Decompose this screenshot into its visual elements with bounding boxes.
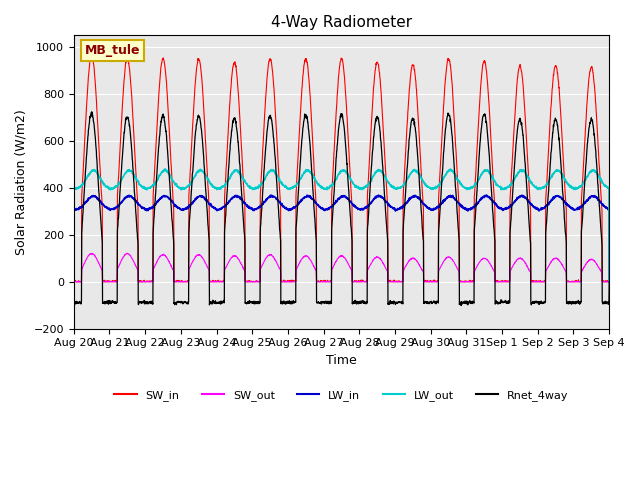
Line: LW_in: LW_in xyxy=(74,195,609,282)
Rnet_4way xyxy=(605,279,613,285)
SW_in xyxy=(497,279,505,285)
Rnet_4way xyxy=(497,299,505,305)
Text: MB_tule: MB_tule xyxy=(84,44,140,57)
SW_in xyxy=(369,96,377,102)
SW_in xyxy=(220,278,227,284)
SW_out xyxy=(124,251,131,256)
Legend: SW_in, SW_out, LW_in, LW_out, Rnet_4way: SW_in, SW_out, LW_in, LW_out, Rnet_4way xyxy=(110,385,573,405)
Rnet_4way xyxy=(357,299,365,305)
Rnet_4way xyxy=(369,148,376,154)
Rnet_4way xyxy=(458,303,465,309)
LW_out xyxy=(161,166,168,172)
Line: Rnet_4way: Rnet_4way xyxy=(74,112,609,306)
SW_out xyxy=(70,279,77,285)
SW_out xyxy=(605,279,613,285)
SW_in xyxy=(357,279,365,285)
LW_out xyxy=(573,185,580,191)
LW_out xyxy=(558,171,566,177)
LW_out xyxy=(220,183,227,189)
Rnet_4way xyxy=(88,109,96,115)
LW_in xyxy=(357,207,365,213)
LW_in xyxy=(303,192,311,198)
Y-axis label: Solar Radiation (W/m2): Solar Radiation (W/m2) xyxy=(15,109,28,255)
LW_out xyxy=(369,175,376,180)
SW_out xyxy=(70,279,78,285)
Rnet_4way xyxy=(70,299,77,305)
SW_out xyxy=(573,279,581,285)
SW_in xyxy=(605,279,613,285)
SW_in xyxy=(70,278,77,284)
X-axis label: Time: Time xyxy=(326,354,357,367)
LW_in xyxy=(220,204,227,210)
SW_out xyxy=(369,257,377,263)
LW_out xyxy=(357,186,365,192)
LW_out xyxy=(70,186,77,192)
Rnet_4way xyxy=(573,299,581,305)
LW_in xyxy=(573,205,580,211)
LW_out xyxy=(605,279,613,285)
SW_in xyxy=(70,279,78,285)
SW_in xyxy=(88,51,96,57)
Title: 4-Way Radiometer: 4-Way Radiometer xyxy=(271,15,412,30)
Line: LW_out: LW_out xyxy=(74,169,609,282)
SW_out xyxy=(220,279,227,285)
Rnet_4way xyxy=(220,299,227,305)
LW_in xyxy=(605,279,613,285)
LW_in xyxy=(369,198,376,204)
Rnet_4way xyxy=(559,183,566,189)
SW_out xyxy=(559,262,566,268)
Line: SW_out: SW_out xyxy=(74,253,609,282)
LW_in xyxy=(497,205,505,211)
SW_in xyxy=(559,139,566,144)
LW_in xyxy=(70,207,77,213)
SW_out xyxy=(357,278,365,284)
Line: SW_in: SW_in xyxy=(74,54,609,282)
LW_out xyxy=(497,187,505,192)
SW_in xyxy=(573,278,581,284)
LW_in xyxy=(558,195,566,201)
SW_out xyxy=(497,279,505,285)
